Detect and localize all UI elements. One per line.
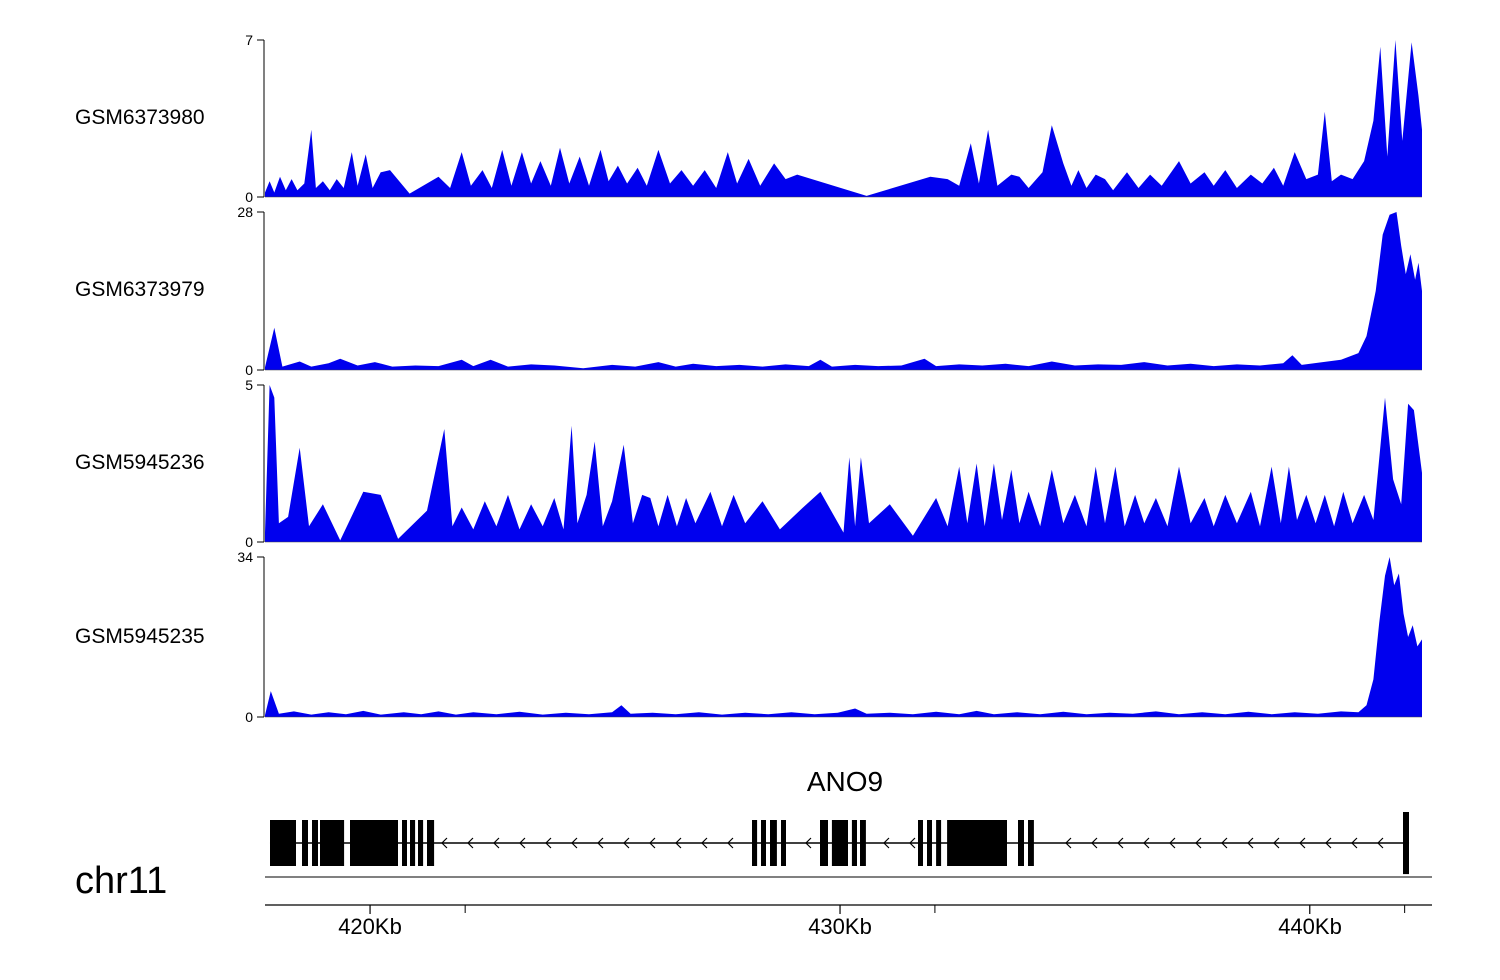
strand-arrow-left <box>1247 837 1254 849</box>
strand-arrow-left <box>1377 837 1384 849</box>
strand-arrow-left <box>649 837 656 849</box>
strand-arrow-left <box>1299 837 1306 849</box>
y-axis-max-label: 28 <box>237 204 253 220</box>
coverage-area-gsm5945235 <box>265 557 1422 717</box>
gene-exon <box>418 820 424 866</box>
strand-arrow-left <box>1091 837 1098 849</box>
strand-arrow-left <box>571 837 578 849</box>
strand-arrow-left <box>1273 837 1280 849</box>
y-axis-max-label: 7 <box>245 32 253 48</box>
coverage-area-gsm6373980 <box>265 40 1422 197</box>
coverage-area-gsm6373979 <box>265 212 1422 370</box>
gene-exon <box>860 820 866 866</box>
gene-exon <box>761 820 766 866</box>
strand-arrow-left <box>493 837 500 849</box>
strand-arrow-left <box>623 837 630 849</box>
strand-arrow-left <box>909 837 916 849</box>
gene-exon <box>752 820 758 866</box>
y-axis-zero-label: 0 <box>245 709 253 725</box>
gene-exon <box>851 820 857 866</box>
y-axis-zero-label: 0 <box>245 534 253 550</box>
strand-arrow-left <box>597 837 604 849</box>
gene-exon <box>402 820 407 866</box>
track-label-gsm6373979: GSM6373979 <box>75 278 205 301</box>
strand-arrow-left <box>727 837 734 849</box>
axis-tick-label-420kb: 420Kb <box>338 914 402 939</box>
strand-arrow-left <box>1221 837 1228 849</box>
gene-exon <box>770 820 777 866</box>
gene-exon <box>410 820 416 866</box>
gene-exon <box>820 820 828 866</box>
y-axis-max-label: 5 <box>245 377 253 393</box>
strand-arrow-left <box>1195 837 1202 849</box>
y-axis-zero-label: 0 <box>245 362 253 378</box>
strand-arrow-left <box>519 837 526 849</box>
gene-exon <box>350 820 398 866</box>
y-axis-max-label: 34 <box>237 549 253 565</box>
track-label-gsm6373980: GSM6373980 <box>75 106 205 129</box>
gene-exon <box>927 820 932 866</box>
strand-arrow-left <box>545 837 552 849</box>
gene-exon <box>831 820 848 866</box>
strand-arrow-left <box>675 837 682 849</box>
track-label-gsm5945235: GSM5945235 <box>75 625 205 648</box>
gene-exon <box>427 820 435 866</box>
strand-arrow-left <box>1325 837 1332 849</box>
gene-name-label: ANO9 <box>806 766 884 797</box>
track-label-gsm5945236: GSM5945236 <box>75 451 205 474</box>
gene-exon <box>320 820 345 866</box>
gene-exon <box>302 820 308 866</box>
strand-arrow-left <box>441 837 448 849</box>
strand-arrow-left <box>1351 837 1358 849</box>
strand-arrow-left <box>1065 837 1072 849</box>
axis-tick-label-430kb: 430Kb <box>808 914 872 939</box>
gene-exon <box>1028 820 1034 866</box>
gene-exon <box>918 820 923 866</box>
gene-exon <box>1018 820 1024 866</box>
strand-arrow-left <box>1169 837 1176 849</box>
strand-arrow-left <box>701 837 708 849</box>
gene-exon <box>1403 812 1409 875</box>
gene-exon <box>270 820 296 866</box>
y-axis-zero-label: 0 <box>245 189 253 205</box>
gene-exon <box>312 820 318 866</box>
gene-exon <box>947 820 1007 866</box>
strand-arrow-left <box>883 837 890 849</box>
strand-arrow-left <box>805 837 812 849</box>
gene-exon <box>936 820 942 866</box>
coverage-area-gsm5945236 <box>265 385 1422 542</box>
gene-exon <box>781 820 786 866</box>
strand-arrow-left <box>467 837 474 849</box>
chromosome-label: chr11 <box>75 860 168 902</box>
strand-arrow-left <box>1117 837 1124 849</box>
strand-arrow-left <box>1143 837 1150 849</box>
axis-tick-label-440kb: 440Kb <box>1278 914 1342 939</box>
